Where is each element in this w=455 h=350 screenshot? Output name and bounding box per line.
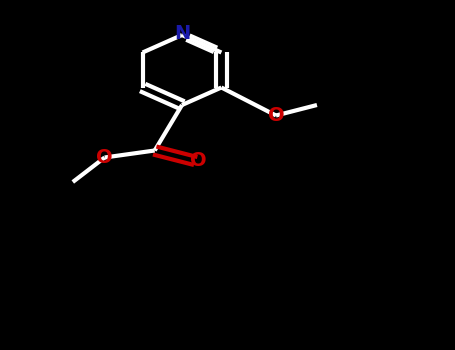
Text: O: O (268, 106, 284, 125)
Text: N: N (174, 24, 190, 43)
Text: O: O (190, 152, 206, 170)
Text: O: O (96, 148, 113, 167)
